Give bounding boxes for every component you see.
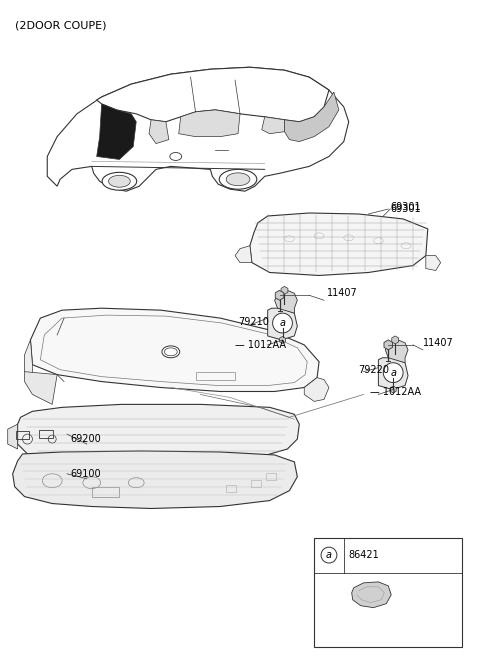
Text: 69200: 69200 bbox=[70, 434, 101, 444]
Polygon shape bbox=[179, 110, 240, 137]
Polygon shape bbox=[352, 582, 391, 607]
Polygon shape bbox=[30, 308, 319, 391]
Text: 79220: 79220 bbox=[359, 365, 390, 375]
Bar bbox=[251, 480, 261, 486]
Bar bbox=[226, 485, 236, 492]
Text: 79210: 79210 bbox=[238, 317, 269, 327]
Text: a: a bbox=[326, 550, 332, 560]
Ellipse shape bbox=[219, 169, 257, 189]
Bar bbox=[92, 486, 120, 496]
Polygon shape bbox=[96, 67, 329, 122]
Bar bbox=[266, 473, 276, 480]
Text: 11407: 11407 bbox=[423, 338, 454, 348]
Text: a: a bbox=[279, 318, 286, 328]
Circle shape bbox=[384, 363, 403, 383]
Polygon shape bbox=[304, 377, 329, 401]
Polygon shape bbox=[250, 213, 428, 276]
Ellipse shape bbox=[102, 173, 137, 190]
Text: (2DOOR COUPE): (2DOOR COUPE) bbox=[14, 20, 106, 30]
Polygon shape bbox=[18, 405, 300, 461]
Polygon shape bbox=[385, 340, 408, 363]
Polygon shape bbox=[96, 104, 136, 159]
Text: — 1012AA: — 1012AA bbox=[371, 387, 421, 397]
Ellipse shape bbox=[226, 173, 250, 186]
Polygon shape bbox=[149, 120, 169, 143]
Polygon shape bbox=[268, 308, 297, 340]
Bar bbox=[39, 430, 53, 438]
Ellipse shape bbox=[108, 175, 130, 187]
Text: a: a bbox=[390, 368, 396, 377]
Ellipse shape bbox=[162, 346, 180, 358]
Polygon shape bbox=[24, 340, 33, 379]
Bar bbox=[314, 538, 462, 647]
Text: 69301: 69301 bbox=[390, 202, 421, 212]
Polygon shape bbox=[47, 67, 349, 191]
Polygon shape bbox=[262, 117, 285, 134]
Text: 69100: 69100 bbox=[70, 469, 101, 479]
Polygon shape bbox=[12, 451, 297, 508]
Circle shape bbox=[273, 313, 292, 333]
Text: 11407: 11407 bbox=[327, 288, 358, 298]
Text: 69301: 69301 bbox=[390, 204, 421, 214]
Polygon shape bbox=[8, 424, 18, 449]
Text: 86421: 86421 bbox=[349, 550, 380, 560]
Text: — 1012AA: — 1012AA bbox=[235, 340, 286, 350]
Polygon shape bbox=[285, 92, 339, 141]
Polygon shape bbox=[275, 290, 297, 313]
Circle shape bbox=[321, 547, 337, 563]
Polygon shape bbox=[426, 256, 441, 270]
Polygon shape bbox=[24, 371, 57, 405]
Polygon shape bbox=[235, 246, 252, 262]
Bar bbox=[16, 431, 29, 439]
Polygon shape bbox=[378, 358, 408, 389]
